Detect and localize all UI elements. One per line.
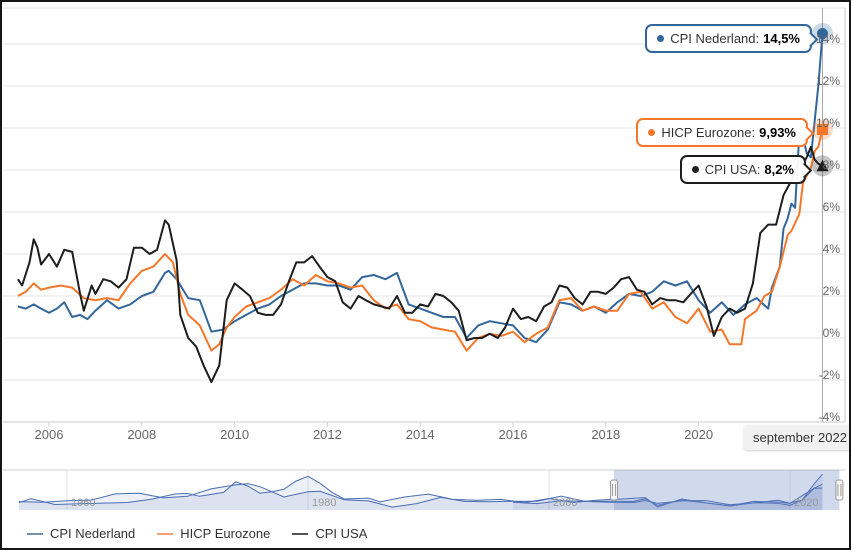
tooltip-hicp-eurozone: HICP Eurozone: 9,93% bbox=[636, 118, 815, 147]
navigator-line bbox=[18, 473, 823, 508]
y-axis-label: 12% bbox=[816, 74, 840, 88]
navigator-axis-label: 2020 bbox=[794, 497, 818, 509]
legend-label: HICP Eurozone bbox=[180, 526, 271, 541]
crosshair-date-label: september 2022 bbox=[744, 425, 849, 450]
x-axis-label: 2016 bbox=[499, 427, 528, 442]
navigator-axis-label: 1980 bbox=[312, 497, 336, 509]
tooltip-value: 9,93% bbox=[759, 125, 796, 140]
y-axis-label: 2% bbox=[823, 284, 841, 298]
navigator-area bbox=[18, 474, 823, 510]
y-axis-label: -2% bbox=[819, 368, 841, 382]
y-axis-label: 0% bbox=[823, 326, 841, 340]
series-bullet-icon bbox=[657, 35, 665, 42]
x-axis-label: 2018 bbox=[591, 427, 620, 442]
legend-item-cpi-usa[interactable]: CPI USA bbox=[292, 526, 367, 541]
navigator-handle-left[interactable] bbox=[610, 479, 619, 501]
tooltip-label: HICP Eurozone: bbox=[661, 125, 756, 140]
navigator-line bbox=[512, 483, 823, 507]
x-axis-label: 2020 bbox=[684, 427, 713, 442]
legend-line-swatch bbox=[292, 532, 309, 535]
x-axis-label: 2012 bbox=[313, 427, 342, 442]
x-axis-label: 2006 bbox=[35, 427, 64, 442]
x-axis-label: 2014 bbox=[406, 427, 435, 442]
y-axis-label: -4% bbox=[819, 410, 841, 424]
x-axis-label: 2008 bbox=[127, 427, 156, 442]
legend-label: CPI Nederland bbox=[50, 526, 136, 541]
tooltip-value: 14,5% bbox=[763, 31, 800, 46]
tooltip-value: 8,2% bbox=[764, 162, 794, 177]
legend-label: CPI USA bbox=[315, 526, 368, 541]
tooltip-cpi-nederland: CPI Nederland: 14,5% bbox=[645, 24, 819, 53]
series-marker-circle bbox=[816, 28, 828, 39]
navigator-area bbox=[512, 484, 823, 510]
legend-item-hicp-eurozone[interactable]: HICP Eurozone bbox=[157, 526, 270, 541]
series-marker-triangle bbox=[816, 159, 829, 172]
legend-line-swatch bbox=[27, 532, 43, 535]
y-axis-label: 10% bbox=[816, 116, 840, 130]
y-axis-label: 14% bbox=[816, 32, 840, 46]
series-marker-square bbox=[816, 123, 828, 135]
navigator-axis-label: 1960 bbox=[71, 497, 95, 509]
tooltip-label: CPI Nederland: bbox=[670, 31, 760, 46]
x-axis-label: 2010 bbox=[220, 427, 249, 442]
series-line-cpi-usa bbox=[17, 145, 823, 384]
legend-item-cpi-nederland[interactable]: CPI Nederland bbox=[27, 526, 135, 541]
y-axis-label: 6% bbox=[823, 200, 841, 214]
series-bullet-icon bbox=[691, 166, 699, 173]
navigator-handle-right[interactable] bbox=[835, 479, 844, 501]
tooltip-cpi-usa: CPI USA: 8,2% bbox=[679, 155, 813, 184]
legend-line-swatch bbox=[157, 532, 174, 535]
navigator-axis-label: 2000 bbox=[553, 497, 577, 509]
tooltip-label: CPI USA: bbox=[704, 162, 761, 177]
y-axis-label: 4% bbox=[823, 242, 841, 256]
legend: CPI Nederland HICP Eurozone CPI USA bbox=[27, 526, 367, 541]
y-axis-label: 8% bbox=[823, 158, 841, 172]
series-line-hicp-eurozone bbox=[17, 129, 824, 352]
navigator-selected-range[interactable] bbox=[614, 470, 840, 510]
series-bullet-icon bbox=[648, 129, 656, 136]
